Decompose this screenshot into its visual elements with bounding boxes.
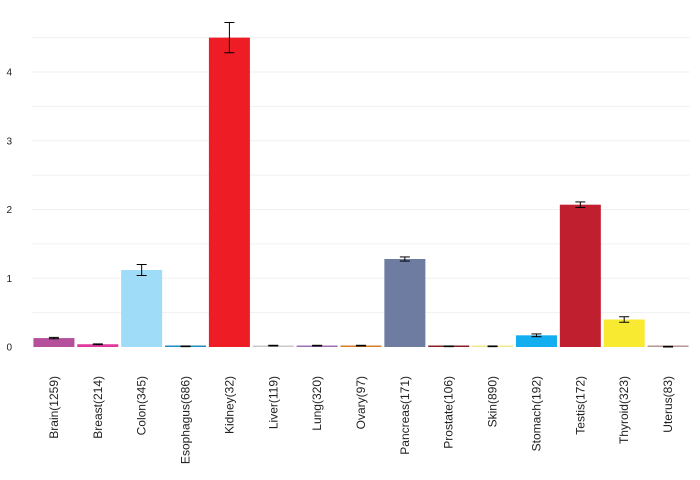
- x-axis-labels: Brain(1259) Breast(214) Colon(345) Esophagu…: [47, 376, 675, 464]
- x-tick-label: Liver(119): [266, 376, 280, 429]
- x-tick-label: Colon(345): [135, 376, 149, 435]
- y-tick-label: 0: [6, 343, 12, 354]
- bar: [384, 259, 426, 347]
- y-axis-ticks: 0 1 2 3 4: [6, 68, 12, 354]
- x-tick-label: Brain(1259): [47, 376, 61, 439]
- bar: [208, 37, 250, 347]
- y-tick-label: 3: [6, 136, 12, 147]
- x-tick-label: Ovary(97): [354, 376, 368, 429]
- bar: [77, 344, 119, 347]
- bar: [33, 338, 75, 347]
- bar: [559, 204, 601, 347]
- y-tick-label: 4: [6, 68, 12, 79]
- x-tick-label: Esophagus(686): [179, 376, 193, 464]
- x-tick-label: Pancreas(171): [398, 376, 412, 455]
- error-bars: [48, 22, 674, 348]
- x-tick-label: Thyroid(323): [617, 376, 631, 444]
- x-tick-label: Uterus(83): [661, 376, 675, 433]
- y-tick-label: 2: [6, 205, 12, 216]
- x-tick-label: Breast(214): [91, 376, 105, 439]
- x-tick-label: Stomach(192): [529, 376, 543, 451]
- y-tick-label: 1: [6, 274, 12, 285]
- x-tick-label: Kidney(32): [222, 376, 236, 434]
- bars: [33, 37, 689, 347]
- bar: [121, 270, 163, 347]
- x-tick-label: Testis(172): [573, 376, 587, 435]
- bar: [603, 319, 645, 347]
- x-tick-label: Lung(320): [310, 376, 324, 431]
- x-tick-label: Prostate(106): [442, 376, 456, 449]
- x-tick-label: Skin(890): [486, 376, 500, 427]
- bar: [515, 335, 557, 347]
